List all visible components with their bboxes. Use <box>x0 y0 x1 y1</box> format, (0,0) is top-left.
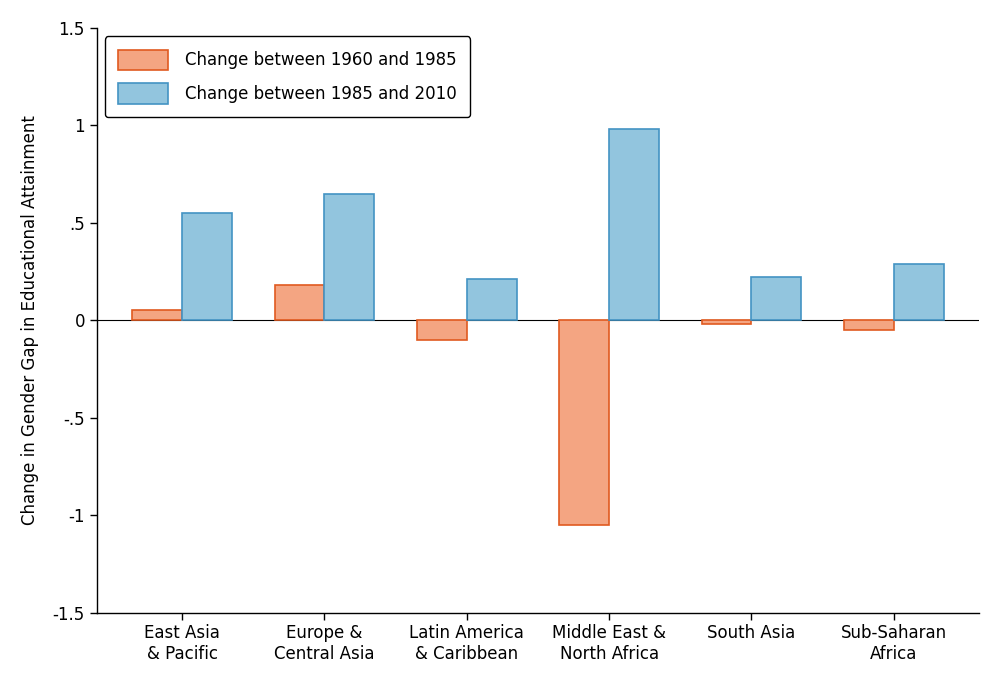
Bar <box>324 194 374 320</box>
Bar <box>751 277 801 320</box>
Bar <box>417 320 467 340</box>
Bar <box>467 279 517 320</box>
Bar <box>894 263 944 320</box>
Bar <box>609 129 659 320</box>
Bar <box>559 320 609 525</box>
Bar <box>182 213 232 320</box>
Bar <box>132 311 182 320</box>
Bar <box>275 285 324 320</box>
Bar <box>844 320 894 330</box>
Legend: Change between 1960 and 1985, Change between 1985 and 2010: Change between 1960 and 1985, Change bet… <box>105 36 470 117</box>
Bar <box>702 320 751 324</box>
Y-axis label: Change in Gender Gap in Educational Attainment: Change in Gender Gap in Educational Atta… <box>21 116 39 525</box>
